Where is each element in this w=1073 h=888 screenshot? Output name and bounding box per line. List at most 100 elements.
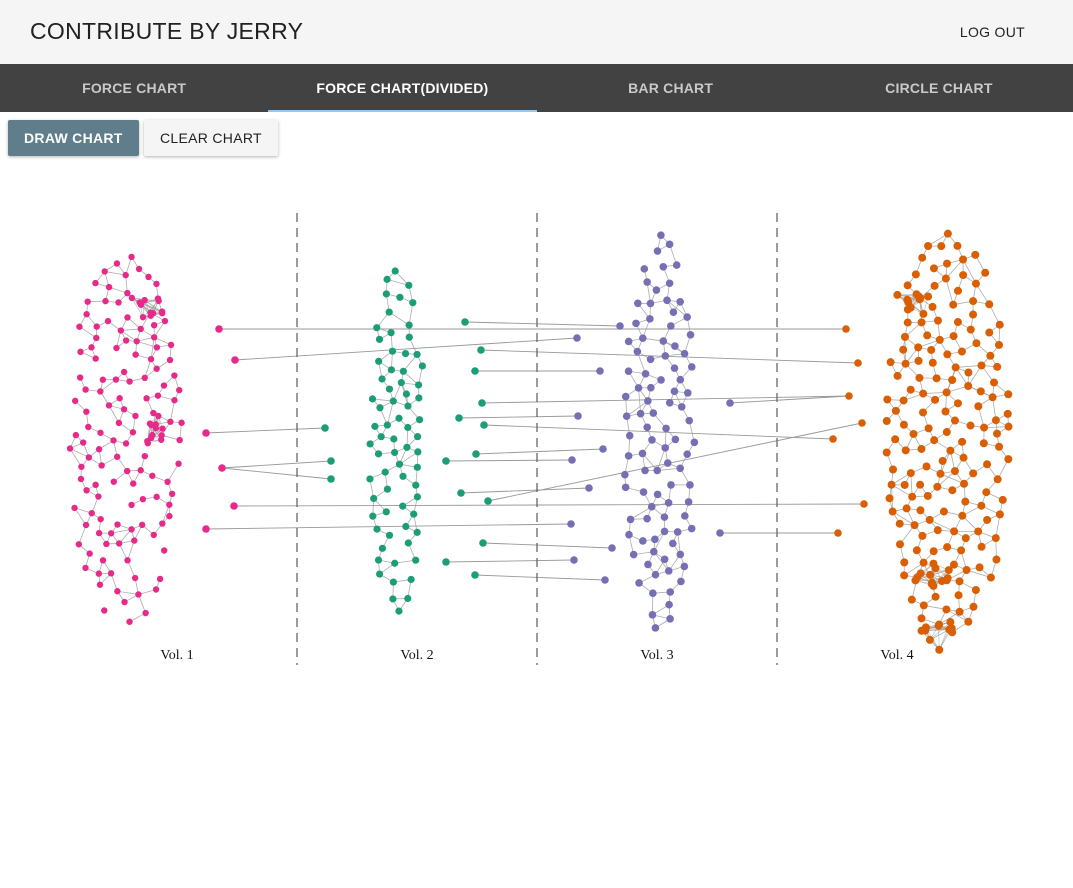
- chart-node: [97, 388, 104, 395]
- chart-node: [157, 436, 165, 443]
- chart-node: [389, 578, 397, 586]
- chart-node: [995, 320, 1004, 329]
- chart-link: [117, 590, 139, 595]
- chart-node: [917, 444, 926, 453]
- chart-node: [634, 384, 643, 392]
- chart-node: [886, 358, 895, 367]
- chart-node: [145, 273, 152, 281]
- chart-node: [686, 330, 695, 339]
- tab-bar: FORCE CHART FORCE CHART(DIVIDED) BAR CHA…: [0, 64, 1073, 112]
- chart-node: [900, 332, 909, 341]
- chart-node: [924, 292, 933, 301]
- chart-node: [92, 355, 99, 362]
- chart-node: [921, 626, 930, 635]
- chart-node: [917, 318, 926, 327]
- chart-node: [376, 404, 384, 412]
- chart-node: [95, 493, 102, 500]
- chart-node: [670, 387, 679, 396]
- chart-node: [105, 283, 113, 291]
- chart-node: [413, 528, 421, 536]
- chart-link: [108, 405, 120, 424]
- tab-force-chart[interactable]: FORCE CHART: [82, 80, 187, 96]
- chart-node: [653, 247, 662, 255]
- chart-node: [95, 529, 103, 537]
- chart-node: [71, 504, 78, 512]
- chart-node: [993, 429, 1002, 438]
- chart-node: [382, 290, 390, 298]
- chart-link: [657, 467, 681, 471]
- chart-node: [681, 512, 689, 520]
- chart-link: [929, 621, 951, 641]
- clear-chart-button[interactable]: CLEAR CHART: [144, 120, 278, 156]
- chart-node: [113, 344, 120, 352]
- chart-node: [101, 607, 108, 614]
- chart-node: [957, 347, 966, 356]
- chart-node: [92, 279, 99, 287]
- chart-node: [122, 337, 130, 344]
- chart-node: [660, 527, 669, 536]
- chart-node: [176, 386, 183, 394]
- tab-force-chart-divided[interactable]: FORCE CHART(DIVIDED): [268, 64, 537, 112]
- chart-node: [82, 386, 89, 393]
- chart-node: [912, 546, 921, 555]
- chart-node: [931, 395, 940, 404]
- chart-link: [626, 400, 649, 417]
- chart-node: [407, 575, 415, 584]
- chart-node: [646, 355, 655, 364]
- chart-node: [922, 462, 931, 471]
- chart-node: [124, 557, 131, 564]
- chart-node: [147, 355, 155, 363]
- chart-node: [366, 475, 374, 483]
- chart-link: [940, 473, 965, 485]
- chart-node: [934, 621, 943, 630]
- chart-node: [917, 614, 926, 623]
- chart-node: [663, 296, 671, 305]
- chart-node: [975, 563, 984, 572]
- chart-node: [983, 515, 992, 524]
- chart-node: [969, 469, 978, 478]
- chart-node: [882, 417, 891, 426]
- chart-node: [621, 483, 630, 492]
- chart-node: [946, 446, 955, 455]
- chart-node: [632, 319, 640, 328]
- chart-node: [92, 481, 99, 489]
- chart-node: [66, 445, 74, 452]
- chart-link: [150, 337, 155, 360]
- tab-circle-chart[interactable]: CIRCLE CHART: [885, 80, 993, 96]
- chart-node: [156, 575, 164, 583]
- chart-node: [966, 421, 975, 430]
- chart-link: [100, 379, 117, 392]
- chart-node: [161, 317, 169, 325]
- chart-node: [986, 351, 995, 360]
- chart-node: [152, 586, 160, 593]
- chart-node: [995, 442, 1004, 451]
- chart-node: [472, 450, 480, 458]
- draw-chart-button[interactable]: DRAW CHART: [8, 120, 139, 156]
- chart-link: [136, 340, 157, 348]
- chart-node: [947, 624, 956, 633]
- chart-node: [83, 408, 90, 415]
- logout-button[interactable]: LOG OUT: [959, 24, 1025, 40]
- chart-node: [113, 453, 121, 460]
- tab-bar-chart[interactable]: BAR CHART: [628, 80, 714, 96]
- volume-label: Vol. 3: [640, 648, 673, 663]
- chart-node: [646, 299, 655, 308]
- chart-link: [386, 279, 409, 286]
- chart-node: [478, 399, 486, 407]
- chart-node: [635, 579, 643, 587]
- chart-link: [938, 625, 940, 650]
- chart-node: [484, 497, 492, 505]
- chart-node: [378, 544, 387, 552]
- chart-node: [649, 547, 658, 556]
- chart-node: [661, 444, 669, 452]
- chart-node: [103, 540, 110, 548]
- chart-node: [126, 618, 133, 625]
- chart-node: [899, 420, 908, 429]
- chart-node: [930, 436, 939, 445]
- chart-node: [648, 611, 657, 619]
- chart-node: [928, 358, 937, 367]
- chart-node: [369, 512, 377, 520]
- chart-link: [967, 365, 982, 387]
- chart-link: [653, 551, 670, 572]
- chart-node: [683, 389, 692, 397]
